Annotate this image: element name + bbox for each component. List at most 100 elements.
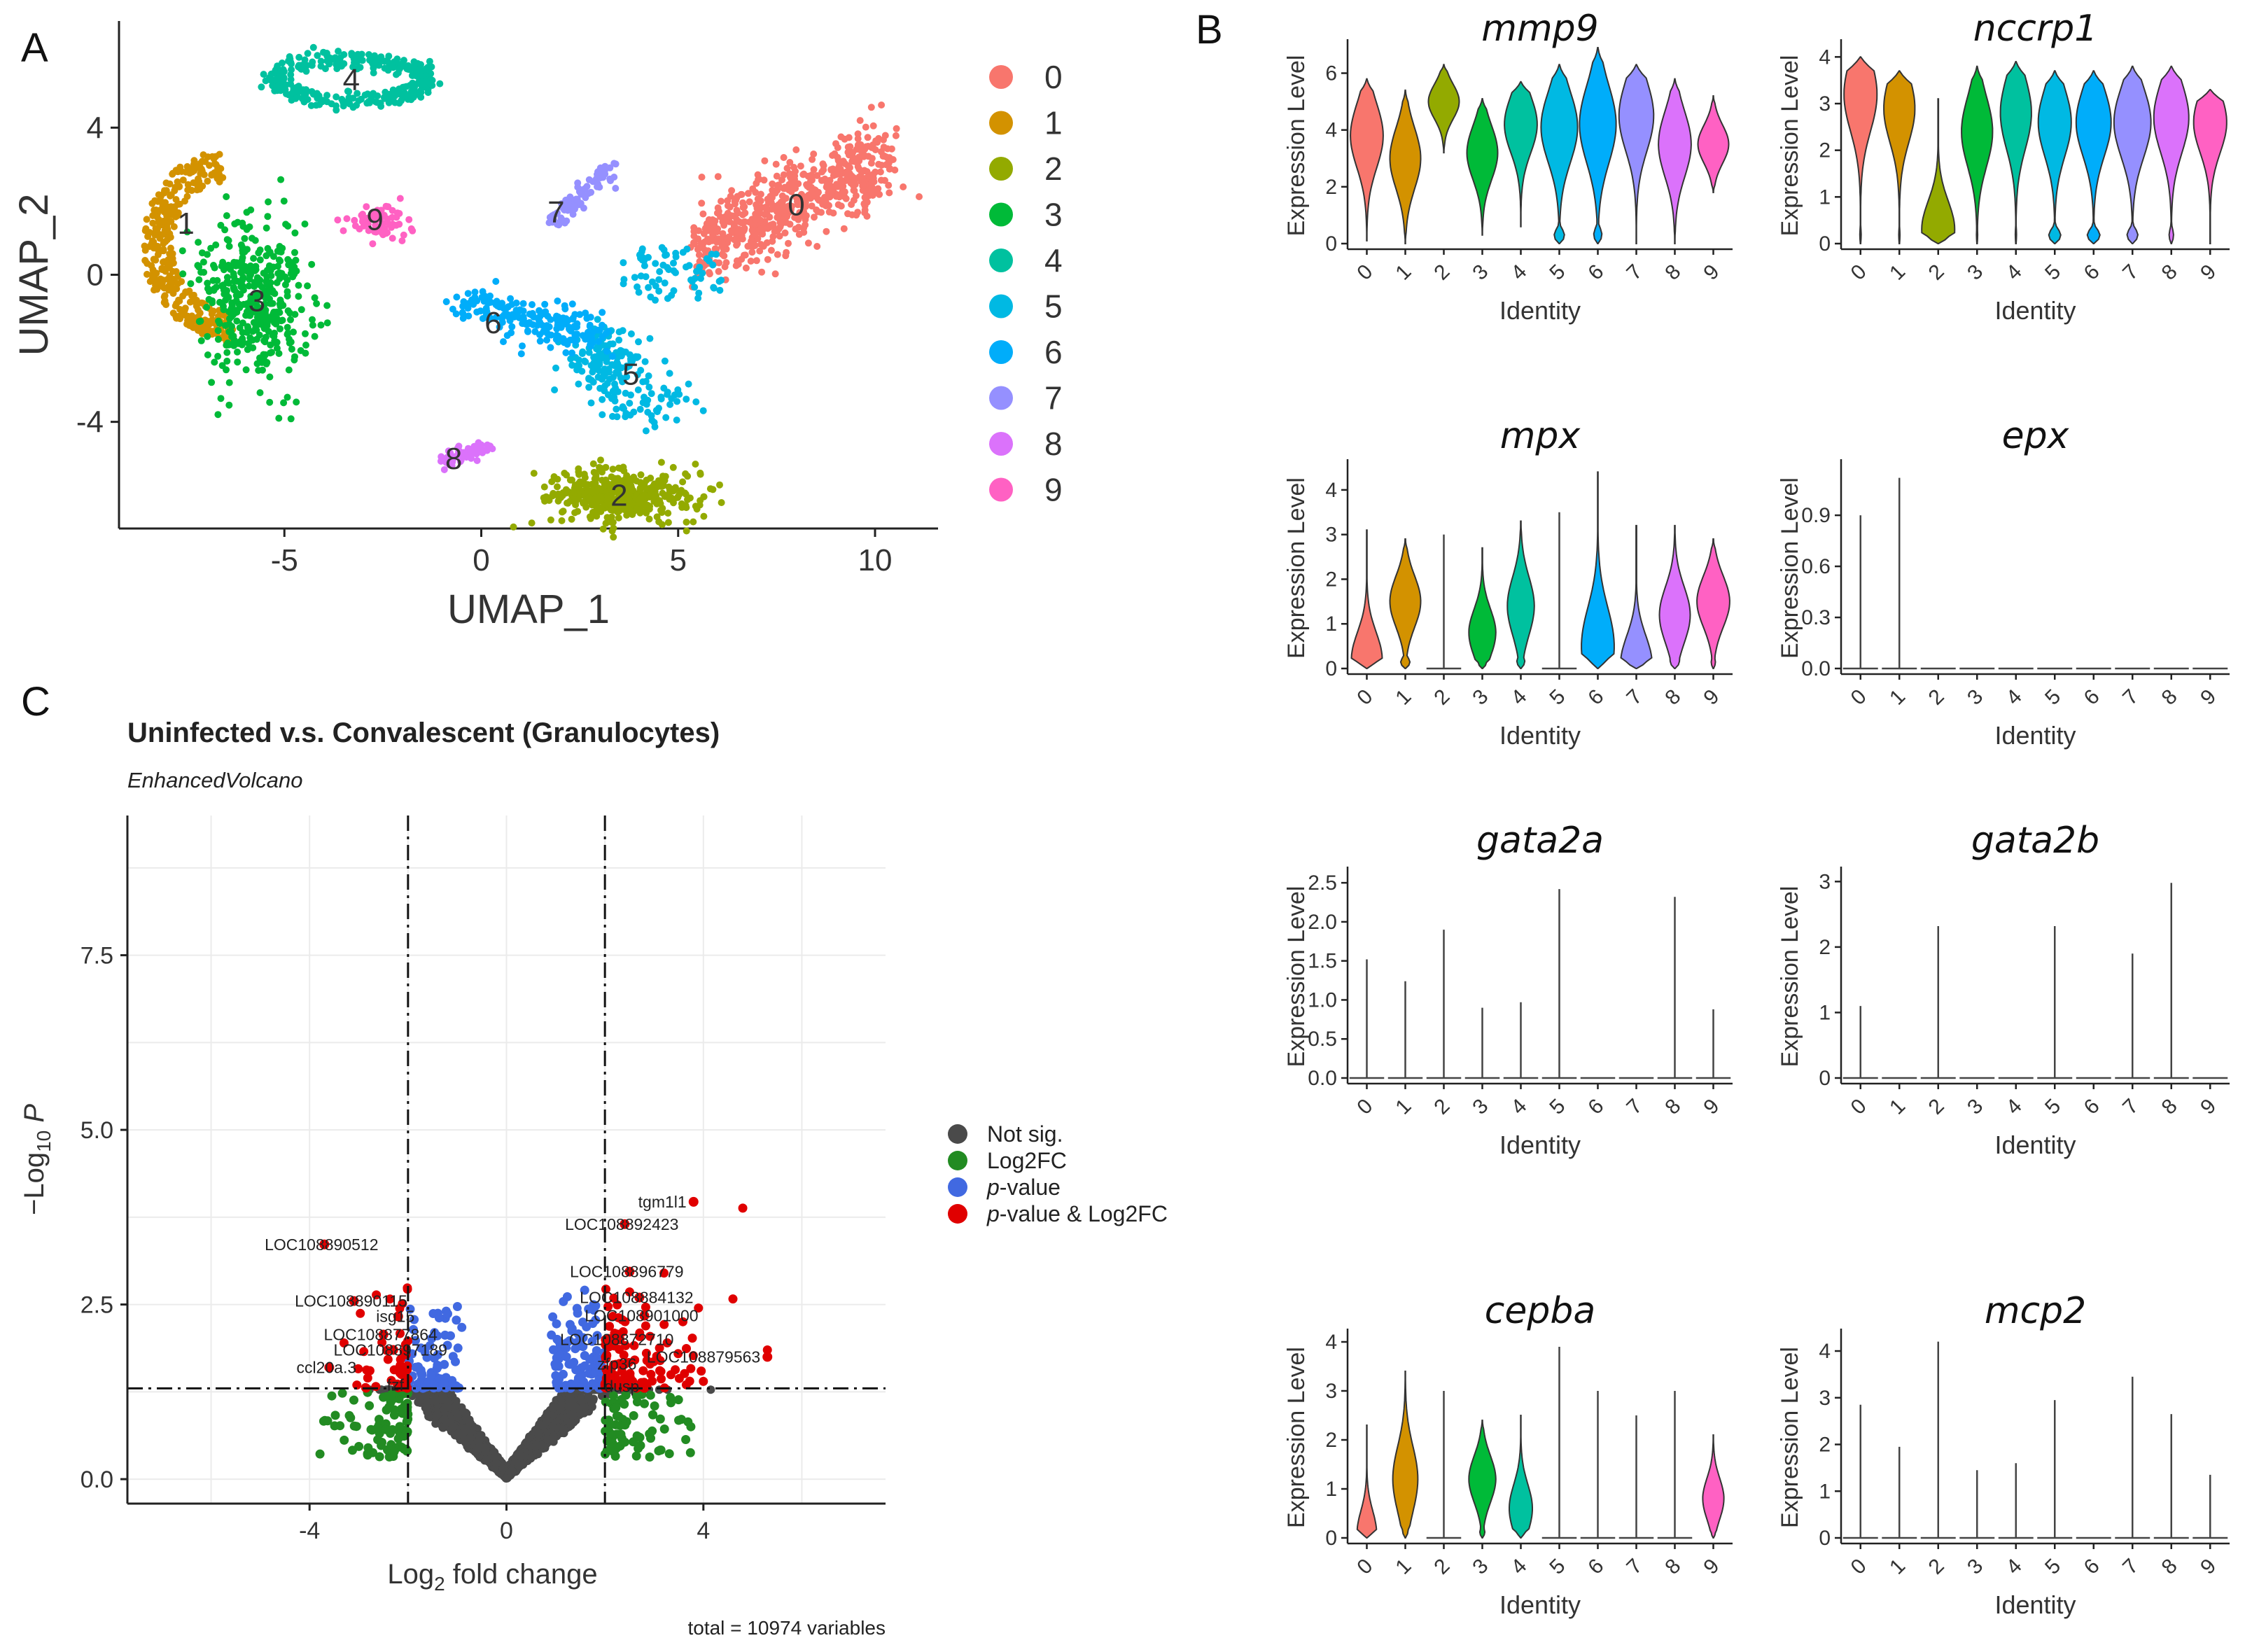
umap-cell-4	[424, 89, 432, 97]
violin-x-tick-label: 8	[1660, 685, 1685, 710]
umap-cell-2	[585, 493, 593, 501]
umap-cell-2	[664, 510, 672, 517]
umap-cell-3	[256, 331, 263, 339]
umap-cell-0	[830, 172, 837, 179]
umap-legend-label: 9	[1044, 472, 1063, 508]
umap-cell-0	[792, 194, 800, 202]
umap-cell-5	[664, 295, 671, 302]
violin-y-tick-label: 2	[1819, 1434, 1831, 1457]
violin-y-tick-label: 2.0	[1308, 911, 1337, 934]
umap-cell-8	[437, 457, 445, 465]
violin-y-tick-label: 0	[1325, 657, 1337, 680]
umap-cell-0	[690, 227, 698, 235]
violin-4	[1504, 80, 1538, 227]
umap-cell-9	[405, 216, 413, 223]
umap-cell-2	[671, 484, 679, 491]
umap-cell-5	[641, 358, 649, 365]
umap-cell-0	[806, 195, 814, 202]
umap-cell-4	[396, 65, 403, 73]
umap-cell-2	[665, 491, 673, 498]
umap-legend-label: 3	[1044, 197, 1063, 233]
umap-cluster-label: 3	[249, 284, 265, 318]
umap-cell-1	[162, 187, 170, 195]
violin-2	[1921, 98, 1956, 244]
umap-cell-3	[179, 247, 186, 255]
umap-cell-9	[384, 215, 391, 223]
umap-cell-3	[284, 323, 291, 331]
umap-cell-5	[652, 260, 659, 267]
umap-cell-3	[243, 209, 251, 216]
umap-cell-0	[738, 219, 746, 227]
umap-cell-2	[510, 523, 517, 531]
umap-cell-0	[844, 144, 852, 151]
umap-cell-1	[174, 280, 181, 288]
umap-cell-3	[242, 366, 250, 374]
umap-cell-0	[830, 209, 837, 217]
violin-x-tick-label: 7	[2118, 1555, 2143, 1579]
umap-cell-3	[277, 176, 285, 183]
umap-cell-3	[222, 322, 229, 330]
umap-cell-3	[223, 349, 231, 356]
umap-cell-5	[648, 416, 656, 424]
umap-cell-0	[861, 209, 869, 216]
umap-cell-0	[814, 208, 822, 216]
umap-cell-2	[615, 514, 622, 522]
umap-cell-0	[728, 187, 736, 195]
umap-cell-1	[167, 244, 174, 252]
umap-cell-1	[158, 265, 166, 272]
violin-y-tick-label: 2	[1819, 936, 1831, 959]
umap-cell-4	[279, 59, 286, 66]
violin-0	[1356, 1424, 1378, 1539]
umap-cell-0	[744, 190, 752, 197]
umap-cell-0	[860, 181, 867, 189]
umap-cell-1	[174, 200, 182, 208]
violin-x-tick-label: 4	[1506, 1095, 1531, 1119]
umap-cell-5	[709, 261, 717, 269]
umap-cell-3	[234, 348, 241, 356]
umap-cell-6	[492, 278, 500, 285]
umap-cell-3	[187, 280, 195, 288]
umap-cell-6	[519, 342, 526, 350]
umap-cell-6	[519, 300, 527, 307]
umap-cell-6	[453, 293, 461, 301]
umap-cell-1	[171, 207, 179, 215]
umap-cell-6	[536, 337, 544, 345]
umap-cell-0	[782, 195, 790, 202]
umap-cell-0	[727, 227, 735, 234]
umap-cell-2	[528, 519, 536, 527]
umap-cell-1	[183, 192, 191, 200]
violin-x-tick-label: 0	[1847, 1095, 1871, 1119]
umap-cell-2	[608, 519, 615, 526]
violin-y-tick-label: 4	[1819, 46, 1831, 69]
umap-cell-1	[181, 307, 188, 314]
umap-cell-2	[602, 476, 610, 484]
violin-5	[2037, 70, 2072, 244]
umap-cell-3	[287, 338, 295, 346]
umap-cell-0	[880, 144, 888, 151]
umap-cell-0	[721, 214, 729, 220]
umap-cell-3	[276, 275, 284, 282]
umap-cell-9	[382, 230, 390, 237]
umap-cell-2	[620, 463, 627, 471]
umap-cell-6	[609, 353, 617, 360]
umap-cell-2	[659, 482, 666, 490]
umap-cell-0	[823, 227, 830, 235]
violin-3	[1468, 547, 1497, 669]
umap-cell-5	[648, 390, 655, 398]
umap-cell-3	[179, 270, 187, 278]
umap-cell-7	[571, 203, 579, 211]
umap-cell-5	[673, 398, 681, 405]
umap-y-label: UMAP_2	[11, 193, 57, 356]
violin-x-tick-label: 3	[1963, 1555, 1987, 1579]
umap-cell-5	[696, 263, 704, 271]
umap-cell-0	[834, 201, 842, 209]
umap-cell-2	[572, 498, 580, 506]
umap-cell-3	[217, 221, 225, 229]
umap-cell-3	[301, 220, 309, 227]
umap-cell-1	[216, 150, 223, 158]
umap-cell-3	[217, 395, 225, 402]
violin-x-tick-label: 9	[2196, 685, 2220, 710]
violin-x-label: Identity	[1994, 721, 2076, 750]
umap-cell-1	[176, 183, 183, 190]
